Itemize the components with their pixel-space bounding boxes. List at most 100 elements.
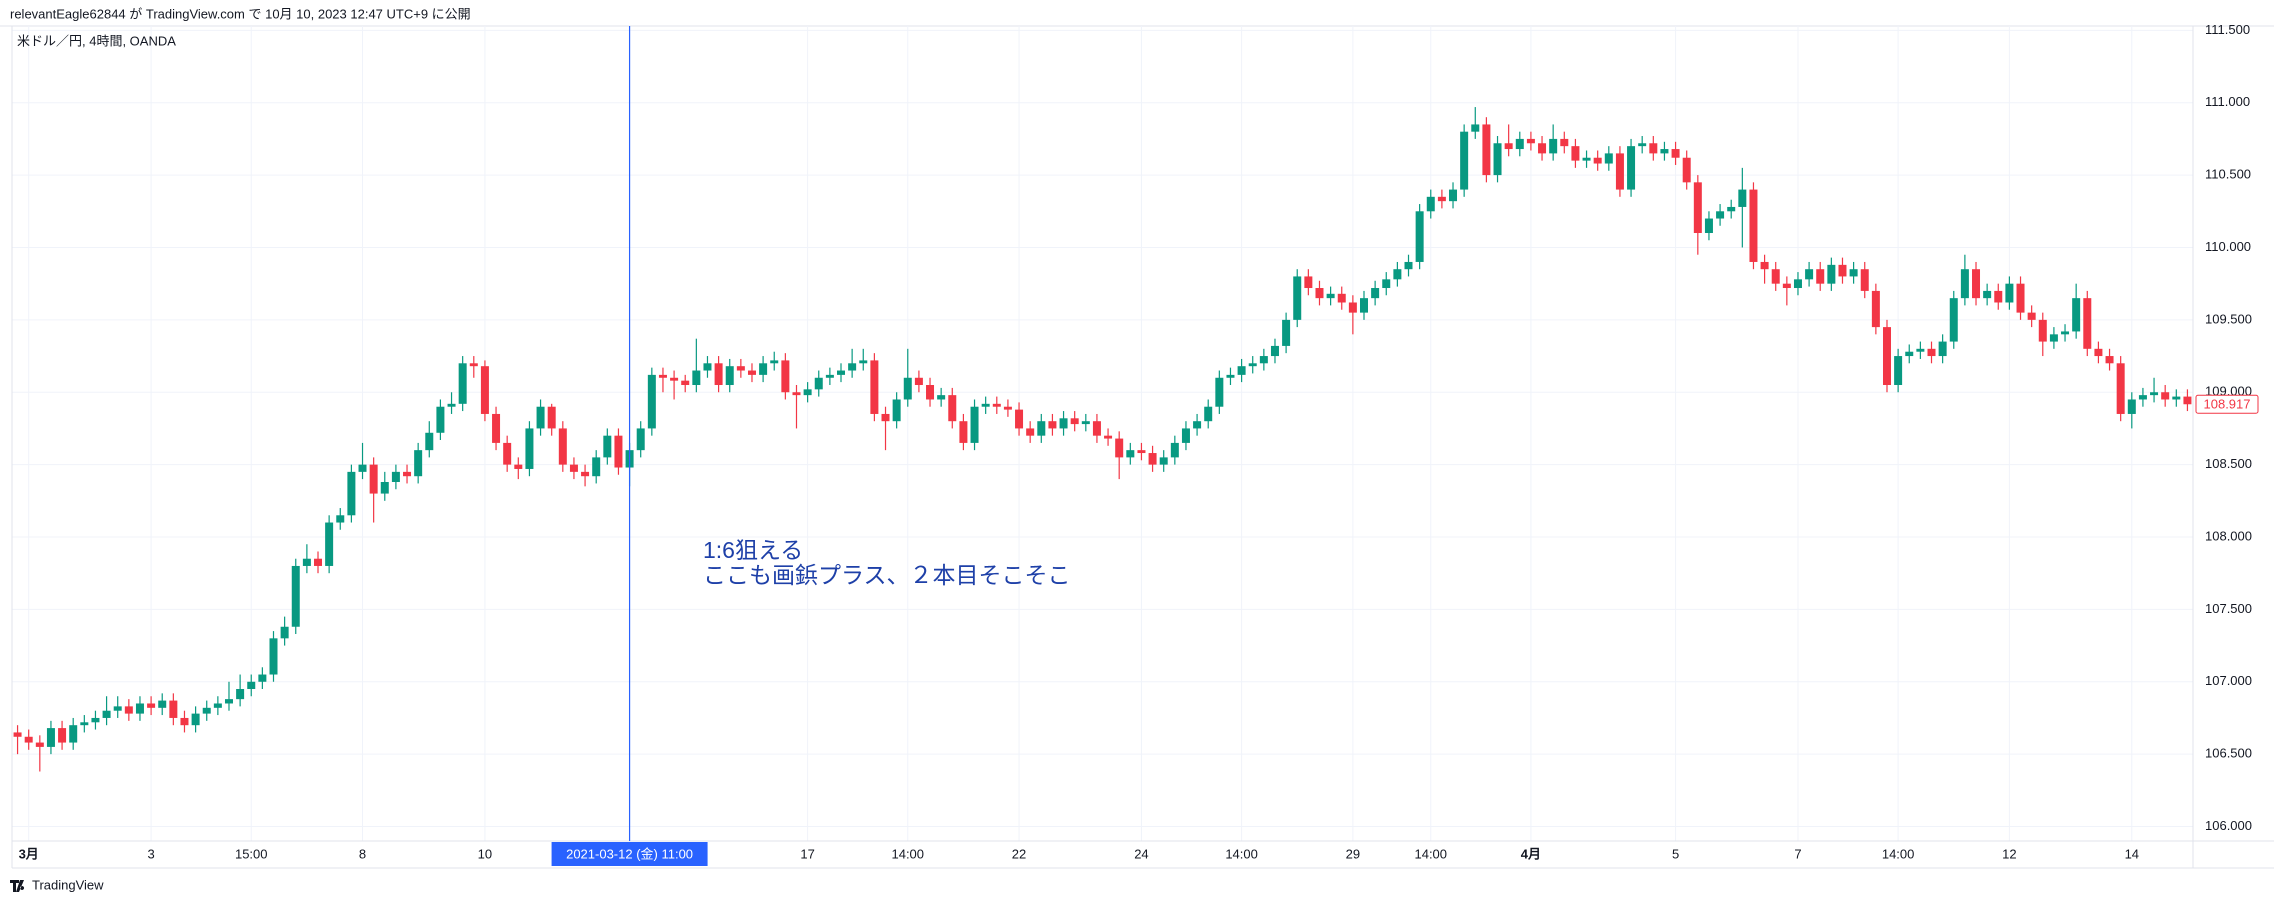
candle-body bbox=[35, 742, 44, 747]
x-tick-label: 24 bbox=[1134, 846, 1148, 861]
candle-body bbox=[1015, 409, 1024, 429]
x-tick-label: 14:00 bbox=[1882, 846, 1915, 861]
x-tick-label: 15:00 bbox=[235, 846, 268, 861]
candle-body bbox=[1348, 302, 1357, 313]
candle-body bbox=[1860, 269, 1869, 291]
candle-body bbox=[1949, 298, 1958, 342]
candle-body bbox=[1838, 264, 1847, 277]
candle-body bbox=[291, 565, 300, 627]
candle-body bbox=[2172, 396, 2181, 400]
candle-body bbox=[2161, 392, 2170, 400]
candle-body bbox=[1871, 290, 1880, 328]
footer-text: TradingView bbox=[32, 877, 104, 892]
x-tick-label: 14:00 bbox=[1414, 846, 1447, 861]
candle-body bbox=[369, 464, 378, 494]
candle-body bbox=[1760, 261, 1769, 270]
candle-body bbox=[1660, 149, 1669, 154]
candle-body bbox=[1549, 138, 1558, 154]
candle-body bbox=[759, 363, 768, 375]
candle-body bbox=[2016, 283, 2025, 313]
candle-body bbox=[937, 395, 946, 400]
candle-body bbox=[1571, 146, 1580, 161]
y-tick-label: 110.500 bbox=[2205, 167, 2251, 182]
candle-body bbox=[1382, 279, 1391, 289]
candle-body bbox=[859, 360, 868, 364]
candle-body bbox=[1449, 189, 1458, 202]
candle-body bbox=[1115, 438, 1124, 458]
candle-body bbox=[1003, 406, 1012, 410]
candle-body bbox=[113, 706, 122, 711]
candle-body bbox=[636, 428, 645, 451]
x-tick-label: 14 bbox=[2125, 846, 2139, 861]
candle-body bbox=[1593, 157, 1602, 164]
candle-body bbox=[1248, 363, 1257, 367]
candle-body bbox=[1282, 319, 1291, 346]
candle-body bbox=[1816, 269, 1825, 284]
candle-body bbox=[1293, 276, 1302, 320]
annotation-text: 1:6狙える bbox=[703, 537, 803, 563]
x-tick-label: 3 bbox=[147, 846, 154, 861]
x-tick-label: 8 bbox=[359, 846, 366, 861]
candle-body bbox=[135, 703, 144, 714]
candle-body bbox=[1738, 189, 1747, 207]
candle-body bbox=[1882, 327, 1891, 386]
candle-body bbox=[892, 399, 901, 422]
candle-body bbox=[747, 370, 756, 375]
candle-body bbox=[280, 626, 289, 639]
candle-body bbox=[1104, 435, 1113, 439]
annotation-text: ここも画鋲プラス、２本目そこそこ bbox=[703, 562, 1071, 588]
candle-body bbox=[1615, 153, 1624, 190]
candle-body bbox=[1927, 348, 1936, 357]
candle-body bbox=[914, 377, 923, 386]
y-tick-label: 107.000 bbox=[2205, 673, 2252, 688]
candle-body bbox=[1515, 138, 1524, 150]
candle-body bbox=[436, 406, 445, 433]
candle-body bbox=[1627, 146, 1636, 190]
candle-body bbox=[480, 366, 489, 414]
candle-body bbox=[1849, 269, 1858, 277]
x-tick-label: 10 bbox=[478, 846, 492, 861]
candle-body bbox=[881, 413, 890, 422]
candle-body bbox=[158, 700, 167, 708]
candle-body bbox=[1916, 348, 1925, 352]
candle-body bbox=[1337, 293, 1346, 303]
candle-body bbox=[147, 703, 156, 708]
candle-body bbox=[503, 442, 512, 465]
candle-body bbox=[180, 717, 189, 726]
candle-body bbox=[1237, 366, 1246, 375]
candle-body bbox=[302, 558, 311, 566]
candle-body bbox=[959, 421, 968, 443]
candle-body bbox=[213, 703, 222, 708]
candle-body bbox=[1059, 418, 1068, 429]
candle-body bbox=[58, 728, 67, 743]
candle-body bbox=[1482, 124, 1491, 176]
candle-body bbox=[1972, 269, 1981, 299]
candle-body bbox=[403, 471, 412, 477]
candle-body bbox=[2105, 356, 2114, 364]
candle-body bbox=[1538, 143, 1547, 154]
candle-body bbox=[1582, 157, 1591, 161]
candle-body bbox=[992, 403, 1001, 407]
candle-body bbox=[447, 403, 456, 407]
candle-body bbox=[2150, 392, 2159, 396]
candle-body bbox=[614, 435, 623, 468]
candle-body bbox=[725, 366, 734, 386]
candle-body bbox=[792, 392, 801, 396]
candle-body bbox=[703, 363, 712, 371]
candle-body bbox=[981, 403, 990, 407]
candle-body bbox=[1070, 418, 1079, 425]
candle-body bbox=[2061, 331, 2070, 335]
candle-body bbox=[736, 366, 745, 371]
candle-body bbox=[1181, 428, 1190, 443]
candle-body bbox=[1805, 269, 1814, 280]
candle-body bbox=[269, 638, 278, 675]
candle-body bbox=[1526, 138, 1535, 144]
candle-body bbox=[525, 428, 534, 469]
crosshair-label-box bbox=[551, 842, 708, 866]
candle-body bbox=[469, 363, 478, 367]
candle-body bbox=[1159, 457, 1168, 465]
candle-body bbox=[1081, 421, 1090, 425]
candle-body bbox=[24, 736, 33, 743]
candle-body bbox=[569, 464, 578, 472]
